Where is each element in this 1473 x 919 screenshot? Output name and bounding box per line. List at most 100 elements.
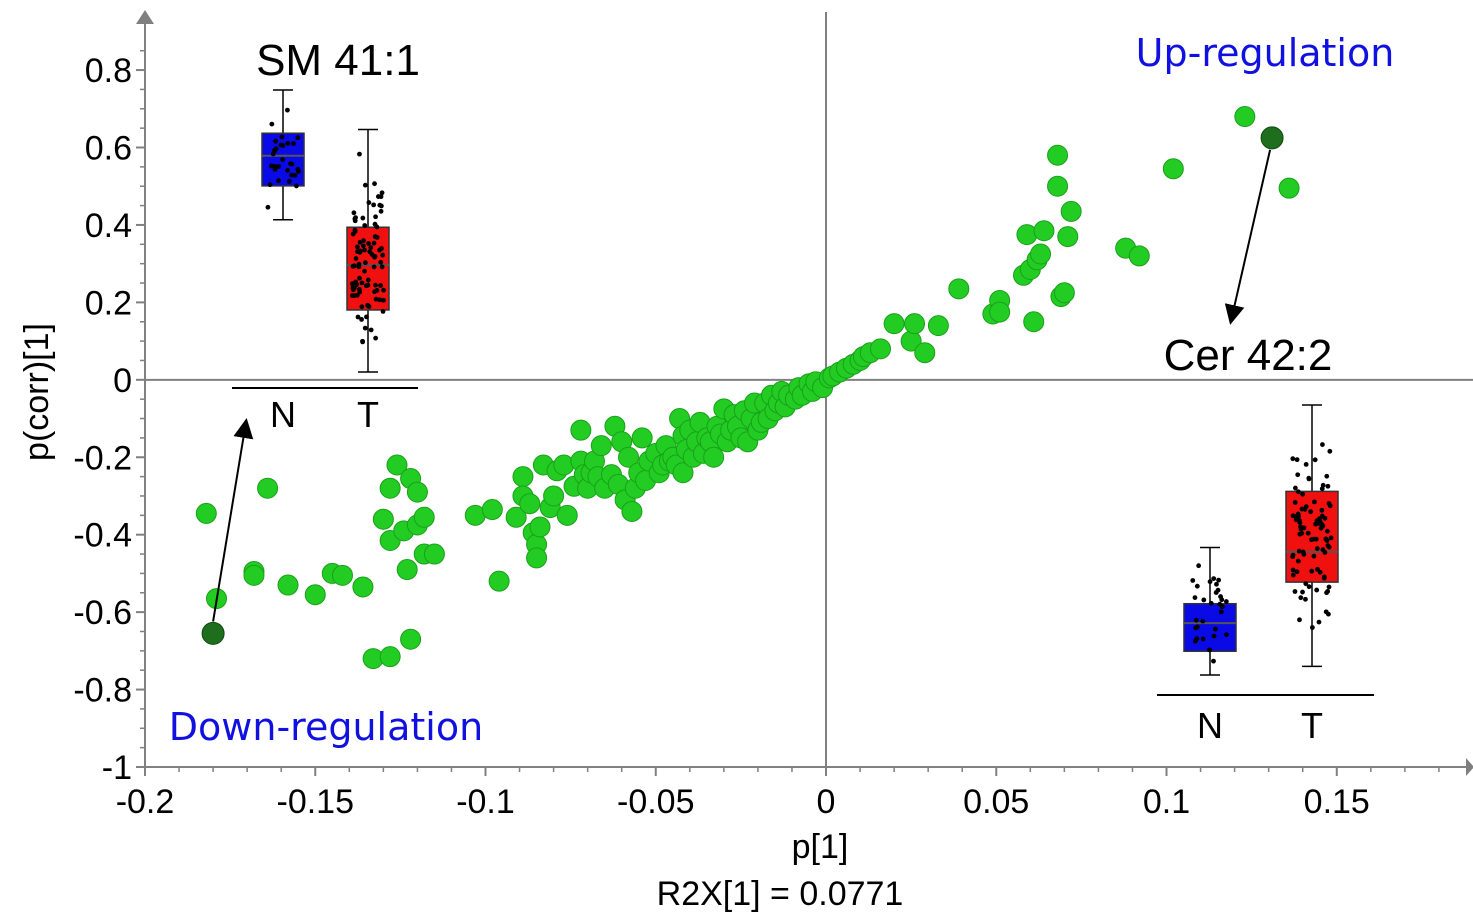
jitter-dot: [368, 327, 374, 333]
jitter-dot: [1292, 500, 1298, 505]
jitter-dot: [1216, 577, 1222, 583]
jitter-dot: [381, 297, 386, 303]
jitter-dot: [272, 148, 278, 154]
data-point: [372, 508, 394, 530]
jitter-dot: [1218, 609, 1224, 615]
jitter-dot: [363, 283, 369, 289]
jitter-dot: [378, 194, 384, 200]
jitter-dot: [1323, 536, 1329, 542]
y-tick-label: 0.8: [85, 52, 132, 90]
data-point: [413, 506, 435, 528]
jitter-dot: [1303, 596, 1308, 602]
data-point: [948, 278, 970, 300]
jitter-dot: [1327, 448, 1333, 454]
jitter-dot: [365, 277, 371, 283]
jitter-dot: [1211, 576, 1217, 582]
jitter-dot: [354, 244, 360, 250]
data-point: [989, 301, 1011, 323]
jitter-dot: [1299, 530, 1305, 536]
data-point: [556, 504, 578, 526]
jitter-dot: [1297, 617, 1302, 623]
jitter-dot: [1214, 581, 1219, 587]
jitter-dot: [265, 204, 271, 210]
jitter-dot: [352, 229, 358, 234]
data-point: [304, 584, 326, 606]
inset-title-cer: Cer 42:2: [1164, 331, 1333, 380]
jitter-dot: [1300, 491, 1306, 497]
callout-arrows: [212, 149, 1272, 622]
jitter-dot: [1293, 485, 1298, 491]
jitter-dot: [362, 260, 368, 266]
arrow-cer: [1224, 149, 1272, 325]
jitter-dot: [354, 282, 360, 287]
y-tick-label: 0.4: [85, 207, 132, 245]
jitter-dot: [366, 241, 371, 246]
jitter-dot: [1200, 636, 1206, 642]
jitter-dot: [1215, 587, 1221, 593]
y-tick-label: 0: [113, 362, 132, 400]
jitter-dot: [1192, 638, 1198, 644]
y-tick-label: 0.2: [85, 284, 132, 322]
data-point: [927, 315, 949, 337]
jitter-dot: [360, 339, 366, 345]
jitter-dot: [357, 239, 363, 245]
x-tick-label: 0.1: [1143, 783, 1190, 821]
jitter-dot: [1322, 515, 1328, 521]
jitter-dot: [1309, 568, 1315, 574]
jitter-dot: [278, 142, 284, 148]
jitter-dot: [1290, 456, 1296, 462]
jitter-dot: [1303, 581, 1309, 587]
jitter-dot: [365, 303, 371, 309]
jitter-dot: [267, 182, 273, 188]
jitter-dot: [350, 287, 356, 293]
data-point: [1047, 175, 1069, 197]
jitter-dot: [1193, 617, 1199, 623]
jitter-dot: [357, 151, 362, 157]
jitter-dot: [269, 163, 274, 169]
jitter-dot: [1290, 552, 1296, 558]
jitter-dot: [1211, 633, 1217, 639]
data-point: [1060, 200, 1082, 222]
down-regulation-label: Down-regulation: [169, 705, 483, 749]
jitter-dot: [359, 317, 364, 322]
y-tick-label: -0.8: [73, 672, 132, 710]
y-tick-label: -0.2: [73, 439, 132, 477]
jitter-dot: [1316, 619, 1322, 625]
jitter-dot: [1201, 597, 1207, 603]
jitter-dot: [295, 135, 301, 141]
jitter-dot: [1212, 626, 1218, 632]
jitter-dot: [377, 247, 382, 253]
data-point: [386, 454, 408, 476]
jitter-dot: [1303, 462, 1309, 467]
x-ticks: -0.2 -0.15 -0.1 -0.05 0 0.05 0.1 0.15: [116, 767, 1440, 821]
jitter-dot: [269, 121, 275, 127]
data-point: [526, 547, 548, 569]
y-axis-arrowhead: [136, 10, 154, 24]
group-label-N: N: [270, 394, 296, 435]
jitter-dot: [1224, 632, 1229, 638]
jitter-dot: [1192, 595, 1198, 601]
up-regulation-label: Up-regulation: [1136, 31, 1395, 75]
jitter-dot: [273, 138, 278, 144]
jitter-dot: [377, 202, 383, 208]
data-point: [512, 466, 534, 488]
inset-title-sm: SM 41:1: [256, 36, 420, 85]
jitter-dot: [1308, 509, 1314, 515]
data-point: [1053, 282, 1075, 304]
jitter-dot: [1290, 572, 1296, 578]
jitter-dot: [378, 283, 383, 288]
jitter-dot: [1321, 575, 1327, 581]
x-tick-label: -0.2: [116, 783, 175, 821]
jitter-dot: [351, 293, 357, 299]
jitter-dot: [289, 172, 294, 178]
jitter-dot: [1299, 506, 1305, 512]
data-point: [379, 477, 401, 499]
data-point: [529, 516, 551, 538]
jitter-dot: [1193, 625, 1199, 631]
data-point: [1278, 177, 1300, 199]
data-point: [703, 446, 725, 468]
jitter-dot: [1200, 618, 1206, 624]
data-point: [243, 564, 265, 586]
y-tick-label: -0.4: [73, 517, 132, 555]
